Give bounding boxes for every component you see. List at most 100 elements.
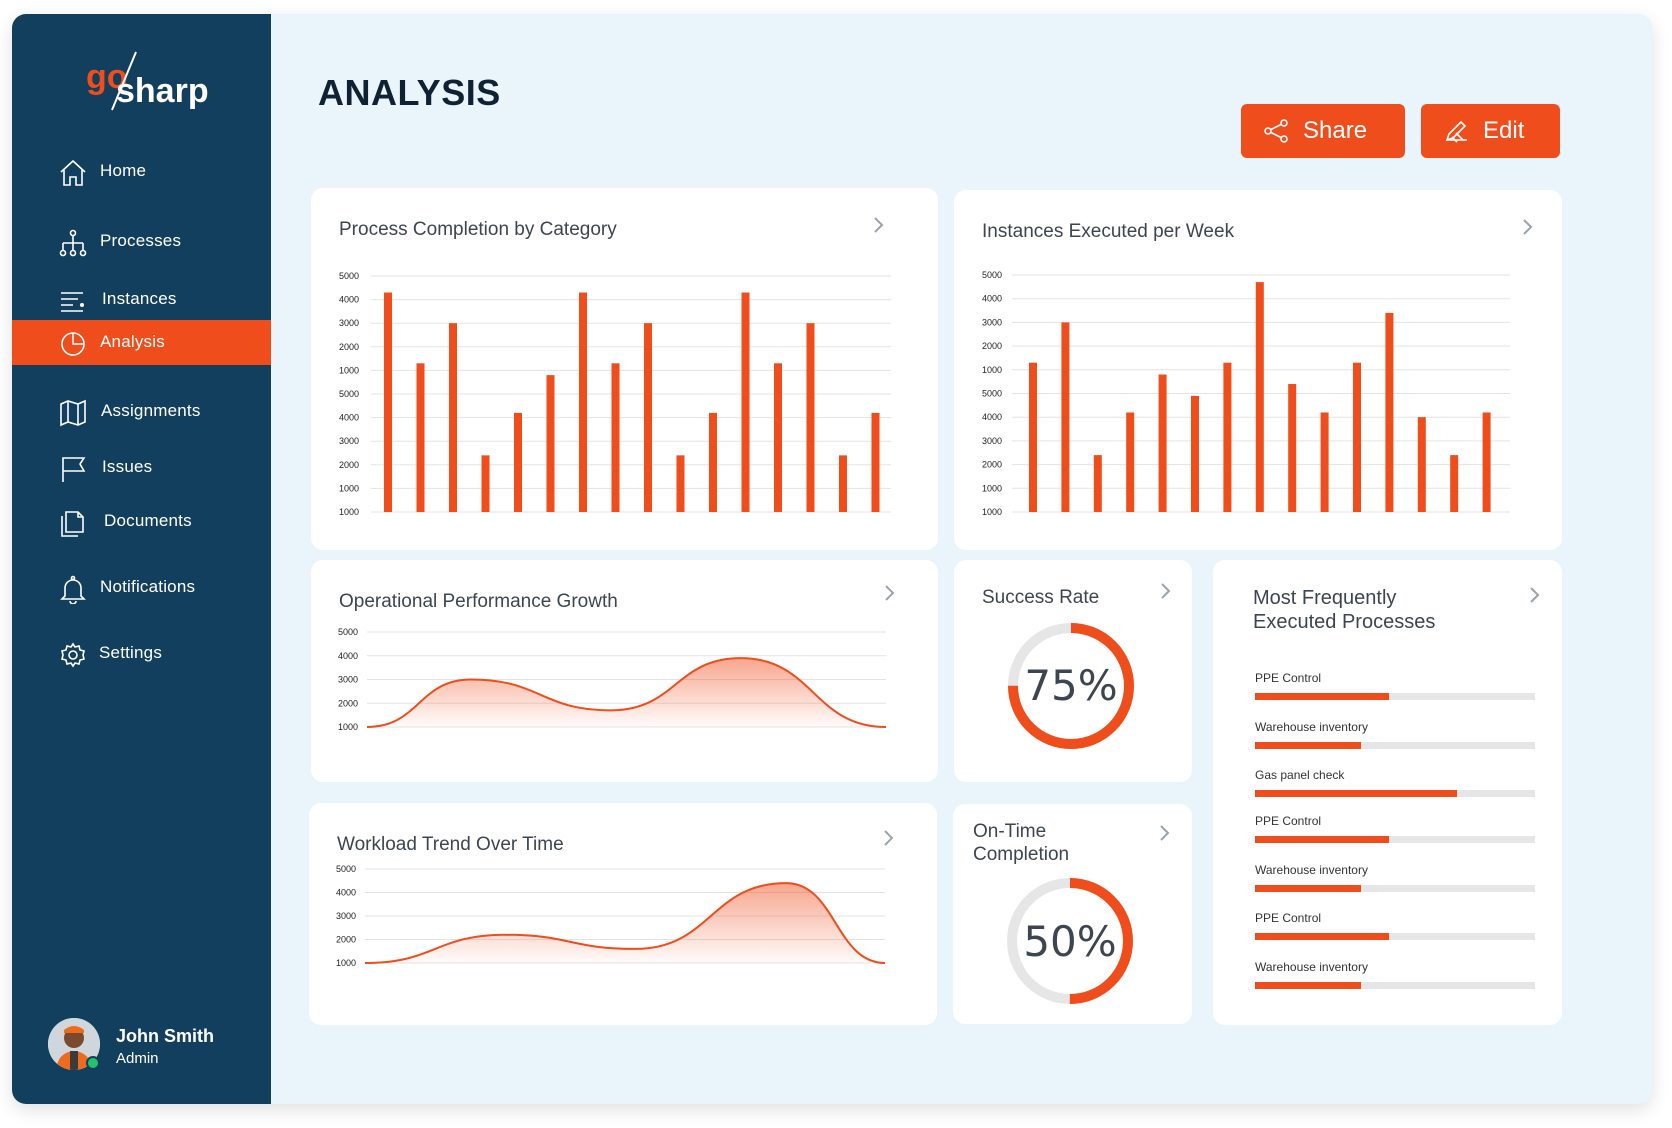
user-role: Admin <box>116 1050 159 1067</box>
y-tick-label: 5000 <box>338 627 358 637</box>
card-on-time-completion[interactable]: On-Time Completion 50% <box>953 804 1192 1024</box>
list-item[interactable]: Gas panel check <box>1255 768 1535 804</box>
bar <box>1482 412 1491 512</box>
sidebar-item-label: Home <box>100 161 147 180</box>
bell-icon <box>60 575 86 604</box>
sidebar-item-label: Analysis <box>100 332 165 351</box>
on-time-gauge: 50% <box>1007 878 1133 1004</box>
list-item[interactable]: Warehouse inventory <box>1255 863 1535 899</box>
progress-track <box>1255 742 1535 749</box>
y-tick-label: 3000 <box>339 436 359 446</box>
chevron-right-icon[interactable] <box>871 216 885 234</box>
bar <box>579 292 587 512</box>
card-title: Workload Trend Over Time <box>337 834 564 855</box>
bar <box>481 455 490 512</box>
y-tick-label: 1000 <box>982 483 1002 493</box>
card-success-rate[interactable]: Success Rate 75% <box>954 560 1192 782</box>
card-instances-per-week[interactable]: Instances Executed per Week 5000 4000 3000… <box>954 190 1562 550</box>
area-fill <box>365 883 885 963</box>
y-tick-label: 5000 <box>339 271 359 281</box>
progress-track <box>1255 836 1535 843</box>
bar <box>611 363 620 512</box>
y-tick-label: 1000 <box>339 507 359 517</box>
sidebar-item-processes[interactable]: Processes <box>12 218 271 266</box>
y-tick-label: 2000 <box>339 342 359 352</box>
chevron-right-icon[interactable] <box>881 829 895 847</box>
chevron-right-icon[interactable] <box>1520 218 1534 236</box>
list-item[interactable]: PPE Control <box>1255 911 1535 947</box>
chevron-right-icon[interactable] <box>882 584 896 602</box>
progress-fill <box>1255 933 1390 940</box>
list-item[interactable]: PPE Control <box>1255 671 1535 707</box>
bar <box>1255 282 1264 512</box>
process-label: PPE Control <box>1255 671 1322 685</box>
sidebar-item-notifications[interactable]: Notifications <box>12 564 271 612</box>
card-title-line2: Executed Processes <box>1253 611 1436 633</box>
documents-icon <box>61 511 84 537</box>
chevron-right-icon[interactable] <box>1158 582 1172 600</box>
edit-button-label: Edit <box>1483 117 1525 144</box>
list-item[interactable]: Warehouse inventory <box>1255 720 1535 756</box>
process-label: Gas panel check <box>1255 768 1345 782</box>
process-label: PPE Control <box>1255 911 1322 925</box>
user-profile[interactable]: John Smith Admin <box>48 1018 248 1078</box>
edit-button[interactable]: Edit <box>1421 104 1560 158</box>
card-most-frequent-processes[interactable]: Most Frequently Executed Processes PPE C… <box>1213 560 1562 1025</box>
bar <box>1288 384 1297 512</box>
area-chart: 5000 4000 3000 2000 1000 <box>336 864 886 968</box>
sidebar-item-instances[interactable]: Instances <box>12 276 271 324</box>
y-tick-label: 2000 <box>338 698 358 708</box>
share-button-label: Share <box>1303 117 1368 144</box>
sidebar-item-label: Notifications <box>100 577 196 596</box>
card-title: Instances Executed per Week <box>982 221 1235 242</box>
success-rate-value: 75% <box>1024 661 1117 710</box>
y-tick-label: 1000 <box>336 958 356 968</box>
card-process-completion[interactable]: Process Completion by Category 5000 4000 3… <box>311 188 938 550</box>
y-tick-label: 2000 <box>336 935 356 945</box>
y-tick-label: 4000 <box>339 295 359 305</box>
series-line <box>364 882 886 964</box>
process-label: Warehouse inventory <box>1255 720 1368 734</box>
y-tick-label: 1000 <box>982 365 1002 375</box>
progress-fill <box>1255 836 1390 843</box>
sidebar-item-home[interactable]: Home <box>12 148 271 196</box>
process-label: PPE Control <box>1255 814 1322 828</box>
gear-icon <box>61 642 85 668</box>
series-line <box>366 657 887 728</box>
chevron-right-icon[interactable] <box>1527 586 1541 604</box>
list-item[interactable]: PPE Control <box>1255 814 1535 850</box>
bar <box>1385 312 1394 512</box>
chevron-right-icon[interactable] <box>1157 824 1171 842</box>
y-tick-label: 4000 <box>336 888 356 898</box>
sidebar-item-label: Assignments <box>101 401 201 420</box>
card-workload-trend[interactable]: Workload Trend Over Time 5000 4000 3000 200… <box>309 803 937 1025</box>
y-tick-label: 4000 <box>339 413 359 423</box>
sidebar-item-assignments[interactable]: Assignments <box>12 388 271 436</box>
edit-icon <box>1445 120 1467 143</box>
progress-track <box>1255 885 1535 892</box>
y-tick-label: 4000 <box>982 294 1002 304</box>
bar <box>806 323 815 512</box>
bar <box>709 412 717 512</box>
pie-chart-icon <box>61 332 85 356</box>
y-tick-label: 1000 <box>338 722 358 732</box>
list-icon <box>61 292 84 312</box>
bar <box>416 363 425 512</box>
bar <box>1417 417 1426 512</box>
y-tick-label: 3000 <box>339 318 359 328</box>
page-title: ANALYSIS <box>318 72 501 113</box>
on-time-value: 50% <box>1023 917 1116 966</box>
sidebar-item-documents[interactable]: Documents <box>12 498 271 546</box>
list-item[interactable]: Warehouse inventory <box>1255 960 1535 996</box>
progress-fill <box>1255 790 1457 797</box>
share-button[interactable]: Share <box>1241 104 1405 158</box>
sidebar-item-issues[interactable]: Issues <box>12 444 271 492</box>
card-operational-growth[interactable]: Operational Performance Growth 5000 4000 3… <box>311 560 938 782</box>
sidebar-item-analysis[interactable]: Analysis <box>12 320 271 365</box>
bar-chart: 5000 4000 3000 2000 1000 5000 4000 3000 2000 1000… <box>339 271 891 517</box>
sidebar-item-label: Issues <box>102 457 153 476</box>
sidebar-item-settings[interactable]: Settings <box>12 630 271 678</box>
home-icon <box>60 159 86 186</box>
y-tick-label: 2000 <box>982 341 1002 351</box>
progress-fill <box>1255 885 1362 892</box>
